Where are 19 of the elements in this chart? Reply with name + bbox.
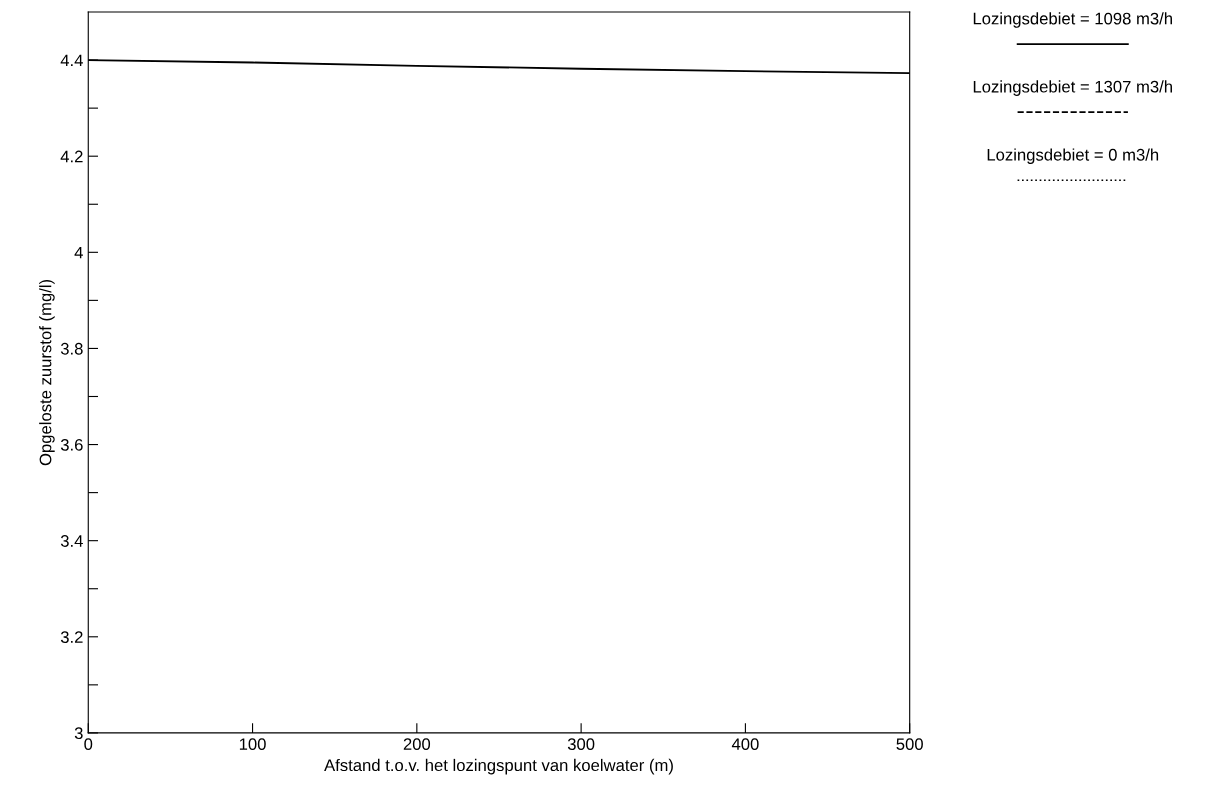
x-tick-label: 400 bbox=[731, 738, 759, 751]
text: Lozingsdebiet = 1098 m3/h bbox=[973, 12, 1172, 28]
y-tick-label: 3.6 bbox=[60, 438, 83, 451]
x-tick-label: 200 bbox=[403, 738, 431, 751]
legend-label: Lozingsdebiet = 1307 m3/h bbox=[973, 80, 1172, 96]
y-tick-label: 3.8 bbox=[60, 342, 83, 355]
y-tick-label: 3 bbox=[74, 727, 83, 740]
x-axis-title: Afstand t.o.v. het lozingspunt van koelwater (m) bbox=[324, 758, 673, 775]
y-tick-label: 4.2 bbox=[60, 150, 83, 163]
x-tick-label: 0 bbox=[84, 738, 93, 751]
y-tick-label: 4.4 bbox=[60, 54, 83, 67]
y-tick-label: 3.2 bbox=[60, 631, 83, 643]
x-tick-label: 300 bbox=[567, 738, 595, 751]
legend-label: Lozingsdebiet = 0 m3/h bbox=[987, 148, 1159, 164]
x-tick-label: 500 bbox=[896, 738, 923, 751]
y-tick-label: 4 bbox=[74, 246, 83, 259]
y-tick-label: 3.4 bbox=[60, 535, 83, 547]
x-tick-label: 100 bbox=[239, 738, 266, 751]
y-axis-title: Opgeloste zuurstof (mg/l) bbox=[39, 279, 55, 466]
